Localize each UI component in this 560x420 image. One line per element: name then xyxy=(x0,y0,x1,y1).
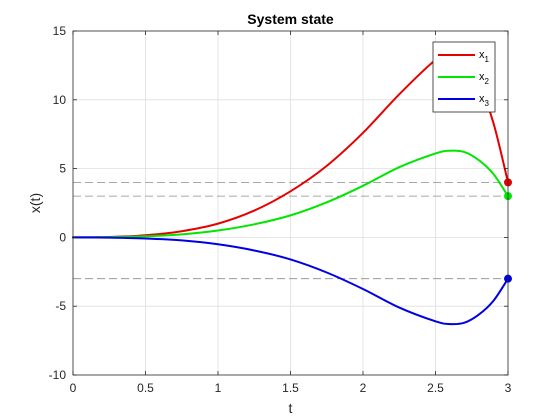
reference-lines xyxy=(73,181,508,280)
y-tick-label: 15 xyxy=(53,24,67,38)
y-axis-label: x(t) xyxy=(27,193,43,213)
series-line-x2 xyxy=(72,149,509,239)
x-tick-label: 2 xyxy=(360,381,367,395)
legend-label-subscript: 3 xyxy=(485,99,490,108)
legend-label-x1: x1 xyxy=(479,49,490,64)
y-tick-label: -10 xyxy=(49,368,67,382)
x-tick-label: 0 xyxy=(70,381,77,395)
x-axis-label: t xyxy=(289,400,293,416)
axis-ticks: 0 0.5 1 1.5 2 2.5 3 -10 -5 0 5 10 15 xyxy=(49,24,512,395)
y-tick-label: -5 xyxy=(55,299,66,313)
legend-label-base: x xyxy=(479,93,485,105)
x-tick-label: 3 xyxy=(505,381,512,395)
x-tick-label: 1 xyxy=(215,381,222,395)
x-tick-label: 0.5 xyxy=(137,381,154,395)
legend-label-x3: x3 xyxy=(479,93,490,108)
legend-label-subscript: 1 xyxy=(485,55,490,64)
y-tick-label: 0 xyxy=(59,230,66,244)
legend-label-subscript: 2 xyxy=(485,77,490,86)
x-tick-label: 1.5 xyxy=(282,381,299,395)
chart-title: System state xyxy=(247,11,334,27)
legend-label-base: x xyxy=(479,71,485,83)
y-tick-label: 5 xyxy=(59,162,66,176)
y-tick-label: 10 xyxy=(53,93,67,107)
legend-label-x2: x2 xyxy=(479,71,490,86)
series-line-x3 xyxy=(72,236,509,326)
legend-label-base: x xyxy=(479,49,485,61)
x-tick-label: 2.5 xyxy=(427,381,444,395)
